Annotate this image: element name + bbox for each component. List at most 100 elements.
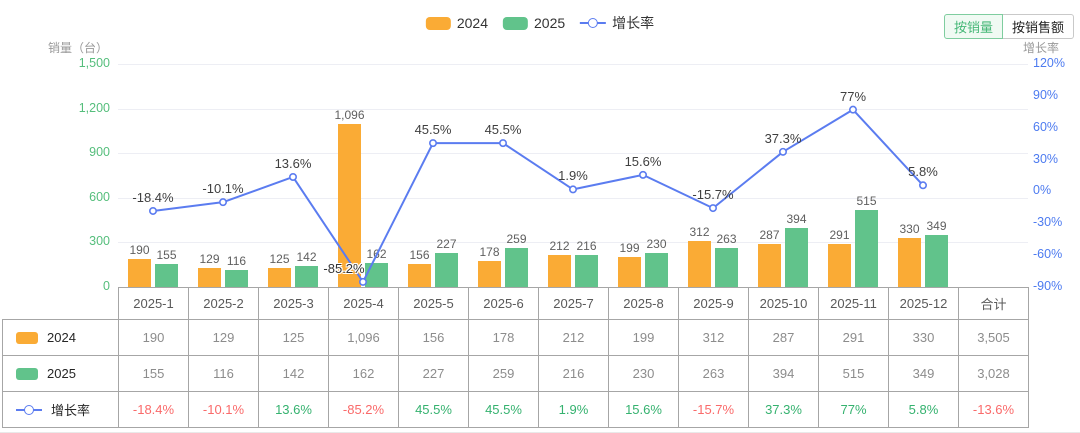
grid-line (118, 197, 1028, 199)
pct-axis-tick-label: 90% (1033, 87, 1059, 102)
growth-rate-label: 37.3% (764, 130, 802, 146)
grid-line (118, 108, 1028, 110)
table-header-cell: 2025-1 (118, 287, 189, 320)
growth-rate-label: 13.6% (274, 155, 312, 171)
bar-2024 (828, 243, 851, 287)
metric-toggle: 按销量 按销售额 (943, 14, 1074, 39)
table-growth-cell: 5.8% (888, 391, 959, 428)
table-row: 2025 155 116 142 162 227 259 216 230 263 394 515 349… (2, 355, 1029, 392)
2024-legend-swatch-icon (425, 16, 451, 30)
table-growth-total-cell: -13.6% (958, 391, 1029, 428)
table-header-cell: 2025-4 (328, 287, 399, 320)
table-growth-cell: 15.6% (608, 391, 679, 428)
grid-line (118, 64, 1028, 65)
pct-axis-tick-label: -60% (1033, 247, 1063, 262)
table-header-cell: 2025-8 (608, 287, 679, 320)
bar-2025 (645, 252, 668, 287)
legend-label: 增长率 (612, 15, 655, 31)
bar-value-label: 227 (436, 237, 457, 252)
line-point (778, 147, 787, 156)
line-point (568, 185, 577, 194)
row-label-text: 2024 (47, 330, 76, 345)
table-value-cell: 178 (468, 319, 539, 356)
growth-rate-label: -10.1% (202, 181, 244, 197)
growth-rate-label: -15.7% (692, 187, 734, 203)
bar-2025 (785, 228, 808, 287)
bar-2024 (478, 260, 501, 287)
chart-legend: 2024 2025 增长率 (425, 13, 654, 33)
bar-value-label: 212 (549, 239, 570, 254)
bar-2025 (715, 247, 738, 287)
table-row-label: 2024 (2, 319, 119, 356)
bar-value-label: 394 (786, 212, 807, 227)
growth-line-icon (16, 403, 42, 416)
pct-axis-tick-label: -90% (1033, 279, 1063, 293)
bar-value-label: 349 (926, 219, 947, 234)
bar-2025 (225, 269, 248, 287)
pct-axis-tick-label: 60% (1033, 119, 1059, 134)
table-header-cell: 2025-9 (678, 287, 749, 320)
table-growth-cell: -10.1% (188, 391, 259, 428)
line-point (918, 181, 927, 190)
bar-value-label: 199 (619, 241, 640, 256)
table-value-cell: 1,096 (328, 319, 399, 356)
bar-2024 (898, 237, 921, 287)
by-amount-button[interactable]: 按销售额 (1002, 14, 1074, 39)
table-row: 2024 190 129 125 1,096 156 178 212 199 312 287 291 3… (2, 319, 1029, 356)
2025-legend-swatch-icon (503, 16, 528, 30)
line-point (638, 170, 647, 179)
legend-item-2025[interactable]: 2025 (503, 15, 565, 31)
bar-2024 (688, 240, 711, 287)
bar-value-label: 216 (576, 238, 597, 253)
bar-2025 (435, 253, 458, 287)
table-value-cell: 230 (608, 355, 679, 392)
table-value-cell: 263 (678, 355, 749, 392)
table-value-cell: 125 (258, 319, 329, 356)
y-axis-tick-label: 1,500 (78, 56, 110, 70)
bar-value-label: 287 (759, 228, 780, 243)
growth-legend-line-icon (580, 17, 607, 30)
legend-label: 2024 (456, 15, 488, 31)
row-label-content: 2024 (16, 330, 117, 345)
table-row-label: 增长率 (2, 391, 119, 428)
y-axis-tick-label: 0 (103, 279, 110, 293)
table-value-cell: 515 (818, 355, 889, 392)
2024-series-swatch-icon (16, 331, 38, 344)
table-header-cell: 2025-7 (538, 287, 609, 320)
table-value-cell: 156 (398, 319, 469, 356)
legend-item-2024[interactable]: 2024 (425, 15, 488, 31)
table-total-cell: 3,505 (958, 319, 1029, 356)
bar-value-label: 263 (716, 231, 737, 246)
table-value-cell: 312 (678, 319, 749, 356)
table-growth-cell: 1.9% (538, 391, 609, 428)
grid-line (118, 242, 1028, 244)
growth-rate-label: 45.5% (484, 122, 522, 138)
table-header-cell: 2025-12 (888, 287, 959, 320)
bar-2024 (338, 124, 361, 287)
table-value-cell: 291 (818, 319, 889, 356)
line-point (219, 198, 228, 207)
growth-rate-label: -85.2% (323, 260, 365, 276)
bar-value-label: 1,096 (334, 108, 365, 123)
y-axis-tick-label: 1,200 (78, 100, 110, 115)
legend-item-增长率[interactable]: 增长率 (580, 13, 654, 33)
bar-2024 (268, 268, 291, 287)
table-row-label: 2025 (2, 355, 119, 392)
bar-value-label: 515 (856, 194, 877, 209)
bar-value-label: 116 (226, 253, 247, 268)
table-header-cell: 2025-5 (398, 287, 469, 320)
bar-2024 (618, 257, 641, 287)
right-axis-title: 增长率 (1023, 41, 1060, 55)
table-growth-cell: 77% (818, 391, 889, 428)
line-point (359, 277, 368, 286)
table-growth-cell: 45.5% (398, 391, 469, 428)
bar-value-label: 178 (479, 244, 500, 259)
by-volume-button[interactable]: 按销量 (943, 14, 1003, 39)
table-value-cell: 142 (258, 355, 329, 392)
table-value-cell: 199 (608, 319, 679, 356)
line-point (848, 105, 857, 114)
bar-2024 (758, 244, 781, 287)
table-header-cell: 2025-2 (188, 287, 259, 320)
table-growth-cell: 45.5% (468, 391, 539, 428)
